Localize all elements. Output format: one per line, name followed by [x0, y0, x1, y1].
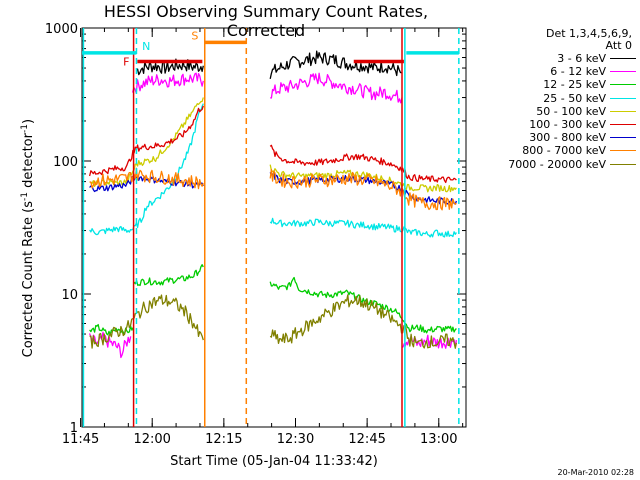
legend-swatch — [610, 137, 636, 139]
legend-label: 100 - 300 keV — [529, 118, 606, 132]
x-tick-label: 11:45 — [62, 432, 99, 447]
legend-header-2: Att 0 — [605, 39, 632, 52]
chart-title: HESSI Observing Summary Count Rates, Cor… — [103, 2, 429, 40]
legend-label: 25 - 50 keV — [543, 91, 606, 105]
x-tick-label: 12:00 — [133, 432, 170, 447]
flag-annotation: F — [123, 55, 129, 68]
y-tick-label: 1 — [70, 421, 78, 436]
legend-swatch — [610, 97, 636, 99]
legend-label: 3 - 6 keV — [557, 52, 606, 66]
series-line — [88, 105, 204, 177]
y-axis-label: Corrected Count Rate (s-1 detector-1) — [20, 118, 36, 358]
series-line — [135, 58, 204, 76]
legend-label: 300 - 800 keV — [529, 131, 606, 145]
series-line — [269, 276, 457, 334]
y-axis-label-main: Corrected Count Rate (s — [21, 201, 37, 358]
series-line — [131, 72, 204, 94]
series-line — [89, 167, 204, 190]
plot-frame — [81, 27, 467, 428]
timestamp: 20-Mar-2010 02:28 — [557, 468, 635, 477]
legend-entry: 300 - 800 keV — [468, 131, 638, 144]
x-tick-label: 12:45 — [348, 432, 385, 447]
x-tick-label: 13:00 — [420, 432, 457, 447]
legend-entry: 800 - 7000 keV — [468, 144, 638, 157]
flag-annotation: S — [191, 29, 198, 42]
legend-label: 50 - 100 keV — [536, 104, 606, 118]
legend-entry: 100 - 300 keV — [468, 118, 638, 131]
legend-swatch — [610, 110, 636, 112]
series-line — [269, 164, 457, 193]
legend-swatch — [610, 58, 636, 60]
legend-label: 6 - 12 keV — [550, 65, 606, 79]
legend-entry: 7000 - 20000 keV — [468, 158, 638, 171]
legend-swatch — [610, 71, 636, 73]
series-line — [269, 144, 457, 184]
legend-entry: 50 - 100 keV — [468, 105, 638, 118]
series-line — [269, 50, 402, 80]
legend-swatch — [610, 163, 636, 165]
legend-label: 12 - 25 keV — [543, 78, 606, 92]
legend-entry: 25 - 50 keV — [468, 92, 638, 105]
legend-entry: 3 - 6 keV — [468, 52, 638, 65]
series-line — [269, 294, 458, 349]
series-line — [132, 264, 204, 287]
y-axis-label-mid: detector — [21, 133, 37, 193]
series-line — [269, 168, 457, 211]
y-tick-label: 1000 — [45, 22, 78, 37]
legend-entry: 6 - 12 keV — [468, 65, 638, 78]
legend-entries: 3 - 6 keV 6 - 12 keV 12 - 25 keV 25 - 50 ke… — [468, 52, 638, 171]
y-tick-label: 10 — [61, 288, 78, 303]
legend-entry: 12 - 25 keV — [468, 78, 638, 91]
flag-annotation: N — [142, 40, 150, 53]
series-line — [269, 217, 457, 238]
series-line — [89, 103, 204, 236]
legend-label: 800 - 7000 keV — [522, 144, 606, 158]
x-tick-label: 12:15 — [205, 432, 242, 447]
y-axis-label-exp-2: -1 — [19, 124, 30, 134]
series-line — [88, 331, 132, 359]
series-line — [89, 97, 204, 187]
y-axis-label-close: ) — [21, 118, 37, 125]
x-axis-label: Start Time (05-Jan-04 11:33:42) — [170, 454, 378, 469]
y-axis-label-exp-1: -1 — [19, 192, 30, 202]
series-line — [89, 294, 204, 349]
series-line — [89, 175, 204, 193]
y-tick-label: 100 — [53, 155, 78, 170]
legend-swatch — [610, 124, 636, 126]
legend-swatch — [610, 84, 636, 86]
legend-label: 7000 - 20000 keV — [508, 157, 606, 171]
legend: Det 1,3,4,5,6,9, Att 0 3 - 6 keV 6 - 12 k… — [468, 28, 638, 171]
x-tick-label: 12:30 — [277, 432, 314, 447]
legend-swatch — [610, 150, 636, 152]
series-line — [270, 72, 403, 104]
legend-header-1: Det 1,3,4,5,6,9, — [545, 27, 632, 40]
